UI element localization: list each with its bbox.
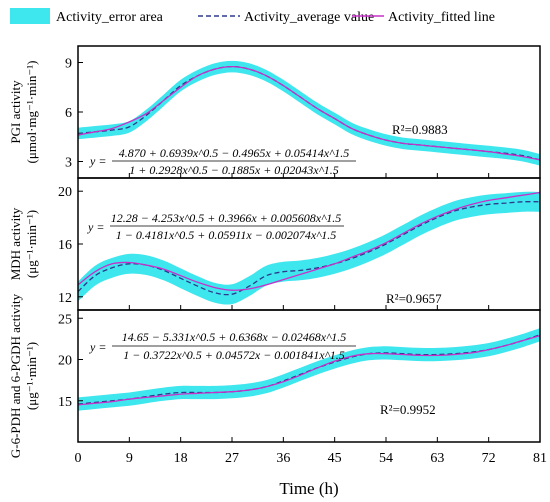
y-axis-label-line2: (μg⁻¹·min⁻¹): [24, 210, 39, 278]
y-ticks: 3 6 9: [65, 57, 541, 178]
equation-denominator: 1 + 0.2928x^0.5 − 0.1885x + 0.02043x^1.5: [129, 163, 338, 177]
fitted-line: [77, 334, 541, 406]
y-tick-label: 25: [58, 312, 72, 327]
average-line: [77, 201, 541, 296]
equation: y = 4.870 + 0.6939x^0.5 − 0.4965x + 0.05…: [89, 146, 356, 177]
x-tick-label: 36: [276, 451, 290, 466]
r-squared-label: R²=0.9952: [380, 402, 436, 417]
x-tick-label: 54: [379, 451, 393, 466]
x-tick-label: 63: [430, 451, 444, 466]
panel-pgi: 3 6 9 PGI activity (μmol·mg⁻¹·min⁻¹) R²=0.…: [8, 45, 541, 179]
x-tick-label: 0: [75, 451, 82, 466]
legend: Activity_error area Activity_average val…: [10, 8, 495, 25]
y-axis-label-line2: (μg⁻¹·min⁻¹): [24, 342, 39, 410]
y-ticks: 12 16 20: [58, 185, 541, 310]
y-axis-label-line1: PGI activity: [8, 80, 23, 144]
error-band: [78, 60, 540, 166]
equation-numerator: 12.28 − 4.253x^0.5 + 0.3966x + 0.005608x…: [111, 211, 341, 225]
x-tick-label: 81: [533, 451, 547, 466]
y-axis-label-line1: G-6-PDH and 6-PGDH activity: [8, 293, 23, 458]
legend-average-label: Activity_average value: [244, 10, 374, 25]
x-axis-label: Time (h): [279, 479, 338, 498]
equation-lhs: y =: [89, 154, 106, 168]
y-tick-label: 15: [58, 395, 72, 410]
y-tick-label: 3: [65, 156, 72, 171]
y-tick-label: 12: [58, 291, 72, 306]
r-squared-label: R²=0.9883: [392, 122, 448, 137]
panel-mdh: 12 16 20 MDH activity (μg⁻¹·min⁻¹) R²=0.96…: [8, 177, 541, 311]
x-tick-label: 27: [225, 451, 239, 466]
fitted-line: [77, 191, 541, 291]
legend-error-label: Activity_error area: [56, 10, 164, 25]
y-tick-label: 9: [65, 57, 72, 72]
legend-error-swatch: [10, 8, 50, 24]
y-axis-label-line1: MDH activity: [8, 207, 23, 280]
equation: y = 14.65 − 5.331x^0.5 + 0.6368x − 0.024…: [89, 330, 356, 362]
y-tick-label: 6: [65, 106, 72, 121]
legend-fitted-label: Activity_fitted line: [388, 10, 495, 25]
fitted-line: [77, 65, 541, 161]
x-tick-label: 45: [328, 451, 342, 466]
x-tick-label: 18: [174, 451, 188, 466]
equation-denominator: 1 − 0.4181x^0.5 + 0.05911x − 0.002074x^1…: [116, 228, 337, 242]
y-tick-label: 16: [58, 238, 72, 253]
equation-numerator: 14.65 − 5.331x^0.5 + 0.6368x − 0.02468x^…: [122, 330, 346, 344]
x-tick-label: 9: [126, 451, 133, 466]
equation-numerator: 4.870 + 0.6939x^0.5 − 0.4965x + 0.05414x…: [119, 146, 349, 160]
equation-lhs: y =: [87, 220, 104, 234]
y-tick-label: 20: [58, 185, 72, 200]
r-squared-label: R²=0.9657: [386, 291, 442, 306]
equation-denominator: 1 − 0.3722x^0.5 + 0.04572x − 0.001841x^1…: [123, 348, 344, 362]
panel-g6pdh: 15 20 25 G-6-PDH and 6-PGDH activity (μg⁻¹…: [8, 293, 541, 458]
x-tick-label: 72: [482, 451, 496, 466]
panel-frame: [77, 309, 541, 443]
y-ticks: 15 20 25: [58, 312, 541, 442]
equation: y = 12.28 − 4.253x^0.5 + 0.3966x + 0.005…: [87, 211, 344, 242]
y-tick-label: 20: [58, 354, 72, 369]
equation-lhs: y =: [89, 340, 106, 354]
error-band: [78, 191, 540, 305]
y-axis-label-line2: (μmol·mg⁻¹·min⁻¹): [24, 61, 39, 164]
x-ticks: 0 9 18 27 36 45 54 63 72 81: [75, 451, 548, 466]
error-band: [78, 328, 540, 411]
